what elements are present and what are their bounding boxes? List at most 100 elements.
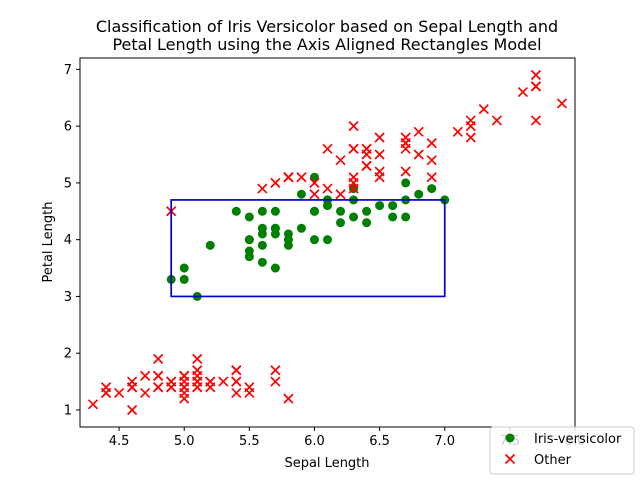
point-versicolor-37	[349, 212, 359, 222]
point-versicolor-24	[362, 218, 372, 228]
x-tick-label-1: 5.0	[174, 434, 195, 449]
point-other-88	[309, 189, 320, 200]
y-tick-label-6: 7	[64, 63, 72, 78]
point-other-87	[361, 149, 372, 160]
x-tick-label-5: 7.0	[434, 434, 455, 449]
point-other-36	[244, 387, 255, 399]
point-versicolor-43	[179, 274, 189, 284]
legend-marker-versicolor	[505, 433, 515, 443]
point-other-71	[257, 183, 268, 194]
point-versicolor-1	[362, 206, 372, 216]
point-versicolor-2	[427, 184, 437, 194]
point-other-47	[127, 382, 138, 393]
point-versicolor-8	[388, 201, 398, 211]
point-other-79	[465, 132, 476, 143]
x-tick-label-0: 4.5	[109, 434, 130, 449]
y-tick-label-3: 4	[64, 233, 72, 248]
point-other-22	[127, 404, 138, 416]
point-versicolor-15	[401, 212, 411, 222]
point-other-32	[205, 376, 216, 387]
point-other-86	[348, 143, 359, 154]
legend-label-versicolor: Iris-versicolor	[534, 432, 622, 447]
point-other-46	[192, 370, 203, 382]
x-axis-label: Sepal Length	[284, 456, 369, 471]
point-other-97	[374, 166, 385, 177]
point-other-81	[556, 98, 568, 109]
point-other-80	[491, 115, 502, 126]
point-other-55	[517, 86, 528, 98]
point-other-54	[374, 132, 385, 143]
point-other-20	[231, 365, 242, 376]
point-other-13	[87, 399, 99, 410]
point-other-31	[231, 376, 242, 387]
point-versicolor-39	[244, 235, 254, 245]
point-versicolor-44	[257, 223, 267, 233]
point-other-98	[335, 155, 346, 166]
chart-title-line-1: Classification of Iris Versicolor based …	[96, 17, 558, 36]
point-other-76	[335, 189, 346, 200]
point-other-42	[100, 387, 112, 399]
point-versicolor-27	[401, 178, 411, 188]
point-other-85	[530, 115, 542, 126]
point-other-49	[179, 382, 190, 393]
point-versicolor-34	[231, 206, 241, 216]
y-tick-label-4: 5	[64, 176, 72, 191]
point-other-43	[179, 370, 190, 382]
y-tick-label-1: 2	[64, 347, 72, 362]
point-versicolor-14	[257, 257, 267, 267]
point-versicolor-29	[270, 263, 280, 273]
point-versicolor-40	[244, 212, 254, 222]
x-tick-label-4: 6.5	[369, 434, 390, 449]
y-tick-label-5: 6	[64, 120, 72, 135]
plot-area-frame	[79, 57, 576, 428]
point-versicolor-19	[257, 240, 267, 250]
legend: Iris-versicolor Other	[489, 426, 635, 475]
point-other-66	[374, 149, 385, 160]
point-versicolor-42	[283, 235, 293, 245]
point-versicolor-47	[336, 218, 346, 228]
point-other-24	[153, 353, 164, 364]
point-other-93	[413, 126, 424, 137]
point-other-84	[322, 143, 333, 154]
point-other-29	[140, 370, 151, 382]
point-other-45	[153, 382, 164, 393]
point-other-2	[140, 387, 151, 399]
point-other-62	[413, 149, 424, 160]
point-other-44	[192, 353, 203, 364]
point-versicolor-31	[244, 252, 254, 262]
point-versicolor-35	[309, 206, 319, 216]
point-other-14	[283, 393, 294, 404]
point-other-89	[426, 155, 437, 166]
point-versicolor-41	[323, 201, 332, 211]
point-other-16	[231, 387, 242, 399]
point-versicolor-20	[296, 189, 306, 199]
x-tick-label-3: 6.0	[304, 434, 325, 449]
point-other-94	[400, 138, 411, 149]
point-versicolor-21	[323, 235, 332, 245]
point-versicolor-10	[179, 263, 189, 273]
point-other-57	[478, 103, 489, 115]
y-tick-label-2: 3	[64, 290, 72, 305]
point-other-72	[530, 81, 542, 92]
point-other-96	[348, 177, 359, 188]
chart-title-line-2: Petal Length using the Axis Aligned Rect…	[112, 35, 541, 54]
point-versicolor-26	[414, 189, 424, 199]
point-versicolor-11	[296, 223, 306, 233]
x-tick-label-2: 5.5	[239, 434, 260, 449]
point-other-63	[270, 177, 281, 188]
y-tick-label-0: 1	[64, 403, 72, 418]
point-other-68	[530, 69, 542, 81]
legend-label-other: Other	[534, 453, 572, 468]
point-other-65	[361, 160, 372, 171]
point-other-18	[270, 365, 281, 376]
point-versicolor-16	[257, 206, 267, 216]
point-versicolor-49	[270, 229, 280, 239]
point-other-50	[348, 121, 359, 132]
point-other-69	[309, 177, 320, 188]
classification-rectangle	[170, 199, 446, 298]
point-other-99	[296, 172, 307, 183]
point-other-37	[166, 382, 177, 393]
point-other-70	[426, 138, 437, 149]
point-versicolor-4	[375, 201, 385, 211]
